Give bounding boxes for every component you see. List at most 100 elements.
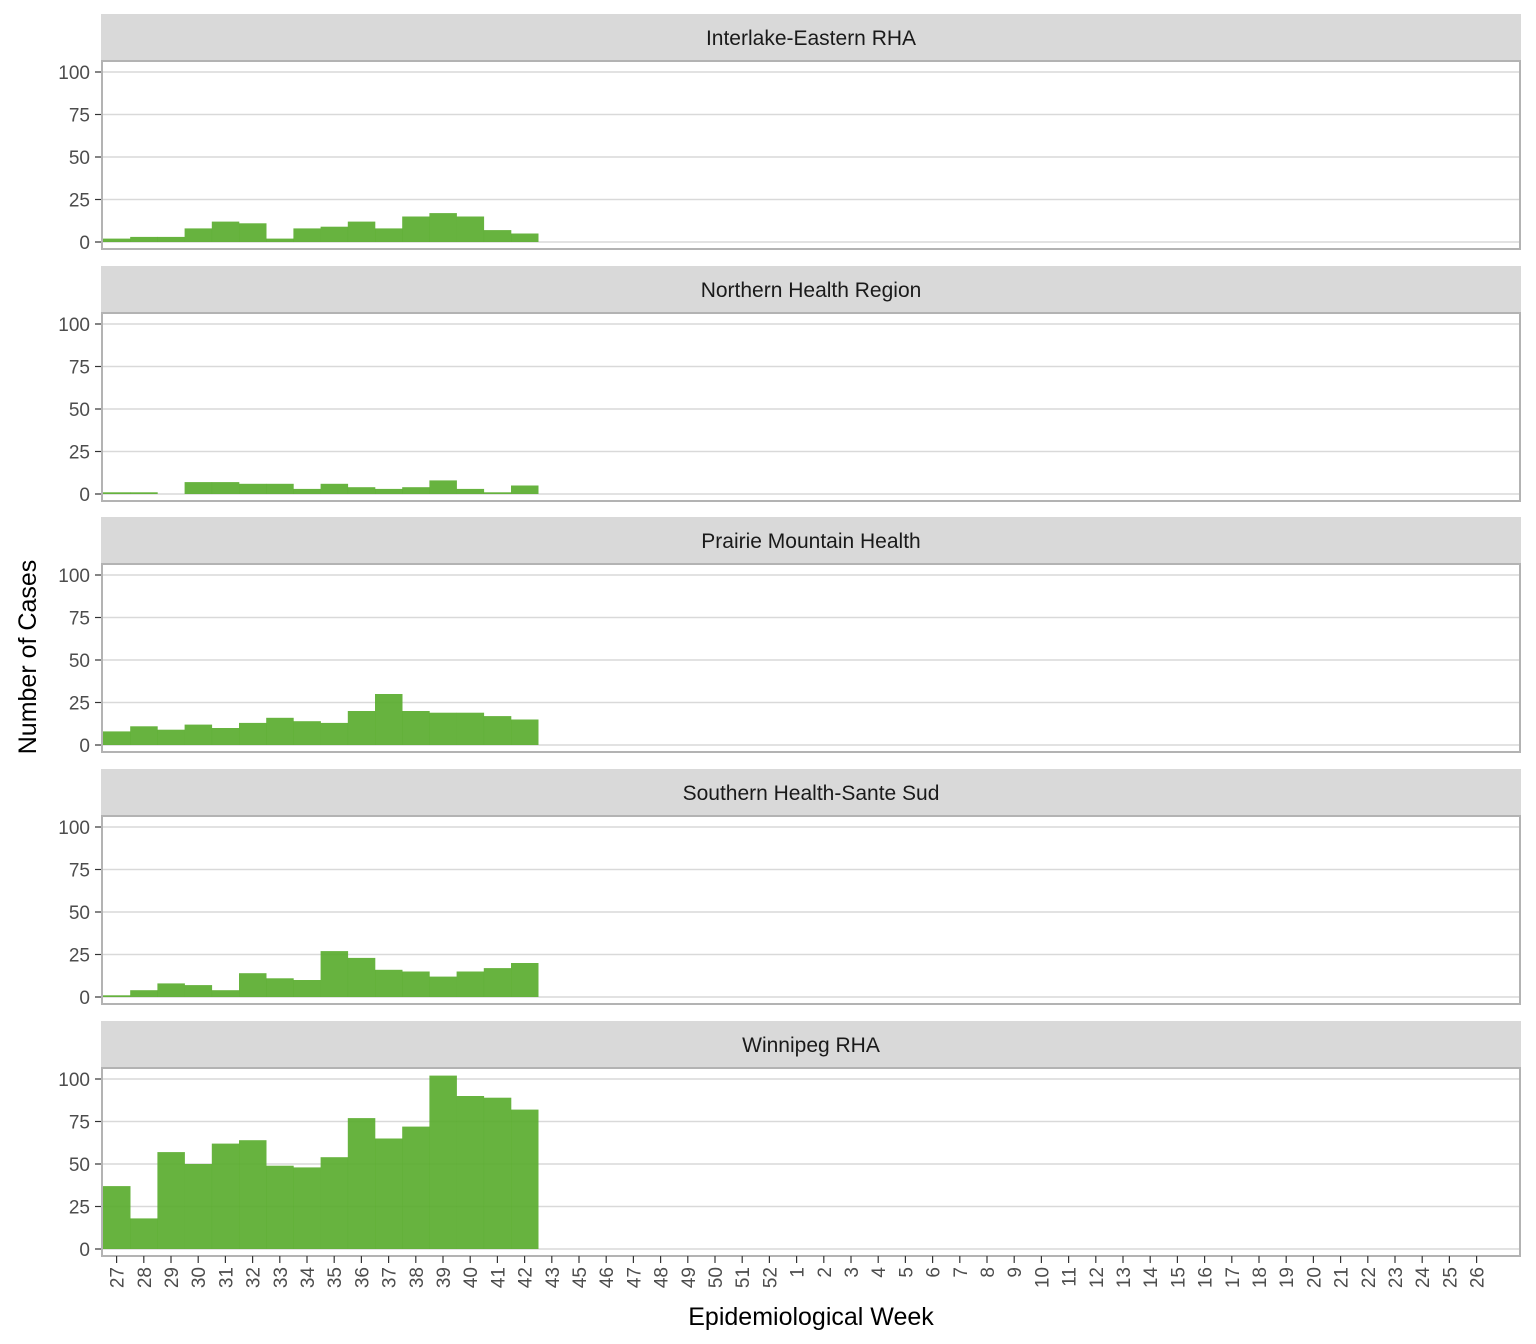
- x-tick-label: 29: [162, 1267, 183, 1288]
- y-tick-label: 50: [69, 148, 90, 169]
- x-tick-label: 20: [1304, 1267, 1325, 1288]
- x-tick-label: 52: [760, 1267, 781, 1288]
- y-tick-label: 0: [79, 233, 90, 254]
- bar-week-42: [511, 719, 539, 745]
- facet-panel-prairie-mountain-health: Prairie Mountain Health 0 25 50 75 100: [58, 517, 1521, 757]
- bar-week-33: [266, 483, 294, 494]
- bar-week-42: [511, 485, 539, 494]
- x-tick-label: 41: [488, 1267, 509, 1288]
- y-tick-label: 100: [58, 566, 90, 587]
- x-tick-label: 18: [1250, 1267, 1271, 1288]
- x-tick-label: 21: [1332, 1267, 1353, 1288]
- bar-week-41: [483, 716, 512, 745]
- bar-week-30: [184, 985, 213, 997]
- x-tick-label: 30: [189, 1267, 210, 1288]
- bar-week-39: [429, 480, 457, 494]
- x-tick-label: 31: [216, 1267, 237, 1288]
- bar-week-41: [483, 230, 512, 242]
- bar-week-30: [184, 228, 213, 242]
- x-tick-label: 14: [1141, 1267, 1162, 1289]
- y-tick-label: 75: [69, 1113, 90, 1134]
- x-tick-label: 45: [570, 1267, 591, 1288]
- facet-panel-interlake-eastern-rha: Interlake-Eastern RHA 0 25 50 75 100: [58, 14, 1521, 254]
- bar-week-31: [211, 728, 240, 745]
- bar-week-38: [402, 711, 430, 745]
- bar-week-29: [157, 236, 185, 242]
- y-tick-label: 50: [69, 903, 90, 924]
- bar-week-39: [429, 213, 457, 242]
- bar-week-29: [157, 729, 185, 745]
- bar-week-36: [347, 957, 376, 997]
- bar-week-40: [456, 712, 485, 745]
- bar-week-29: [157, 983, 185, 997]
- bar-week-34: [293, 488, 321, 494]
- bar-week-42: [511, 233, 539, 242]
- y-tick-label: 0: [79, 1240, 90, 1261]
- y-tick-label: 0: [79, 485, 90, 506]
- x-tick-label: 48: [652, 1267, 673, 1288]
- y-tick-label: 25: [69, 191, 90, 212]
- bar-week-31: [211, 990, 240, 997]
- bar-week-40: [456, 488, 485, 494]
- x-tick-label: 24: [1413, 1267, 1434, 1289]
- bar-week-31: [211, 482, 240, 494]
- bar-week-30: [184, 482, 213, 494]
- bar-week-39: [429, 712, 457, 745]
- facet-strip: [101, 1021, 1521, 1067]
- facet-strip: [101, 266, 1521, 312]
- x-tick-label: 6: [924, 1267, 945, 1278]
- panel-border: [101, 312, 1521, 502]
- bar-week-38: [402, 971, 430, 997]
- x-tick-label: 27: [108, 1267, 129, 1288]
- bar-week-28: [130, 236, 158, 242]
- bar-week-35: [320, 226, 349, 242]
- facet-strip: [101, 14, 1521, 60]
- bar-week-34: [293, 721, 321, 745]
- bar-week-38: [402, 216, 430, 242]
- bar-week-42: [511, 963, 539, 997]
- bar-week-36: [347, 221, 376, 242]
- x-tick-label: 8: [978, 1267, 999, 1278]
- facet-strip-label: Southern Health-Sante Sud: [683, 782, 940, 805]
- facet-panel-southern-health-sante-sud: Southern Health-Sante Sud 0 25 50 75 100: [58, 769, 1521, 1009]
- bar-week-40: [456, 216, 485, 242]
- bar-week-42: [511, 1109, 539, 1249]
- bar-week-27: [103, 492, 131, 494]
- x-tick-label: 16: [1196, 1267, 1217, 1288]
- y-tick-label: 75: [69, 861, 90, 882]
- x-tick-label: 51: [733, 1267, 754, 1288]
- bar-week-37: [375, 488, 403, 494]
- x-tick-label: 25: [1440, 1267, 1461, 1288]
- bar-week-30: [184, 1164, 213, 1249]
- x-tick-label: 47: [624, 1267, 645, 1288]
- y-axis-title: Number of Cases: [14, 560, 42, 755]
- bar-week-40: [456, 1096, 485, 1249]
- x-tick-label: 7: [951, 1267, 972, 1278]
- bar-week-34: [293, 980, 321, 997]
- bar-week-30: [184, 724, 213, 745]
- bar-week-38: [402, 487, 430, 494]
- bar-week-32: [239, 1140, 267, 1249]
- y-tick-label: 0: [79, 736, 90, 757]
- x-tick-label: 5: [896, 1267, 917, 1278]
- y-tick-label: 50: [69, 651, 90, 672]
- y-tick-label: 50: [69, 400, 90, 421]
- x-tick-label: 1: [788, 1267, 809, 1278]
- bar-week-32: [239, 483, 267, 494]
- x-tick-label: 15: [1168, 1267, 1189, 1288]
- x-tick-label: 10: [1032, 1267, 1053, 1288]
- bar-week-31: [211, 221, 240, 242]
- facet-panel-northern-health-region: Northern Health Region 0 25 50 75 100: [58, 266, 1521, 506]
- facet-strip-label: Prairie Mountain Health: [701, 530, 920, 553]
- bar-week-35: [320, 951, 349, 997]
- bar-week-37: [375, 969, 403, 997]
- y-tick-label: 50: [69, 1155, 90, 1176]
- x-tick-label: 42: [516, 1267, 537, 1288]
- x-tick-label: 36: [352, 1267, 373, 1288]
- x-tick-label: 32: [244, 1267, 265, 1288]
- x-axis-title: Epidemiological Week: [688, 1303, 934, 1331]
- bar-week-31: [211, 1143, 240, 1249]
- bar-week-27: [103, 731, 131, 745]
- x-tick-label: 39: [434, 1267, 455, 1288]
